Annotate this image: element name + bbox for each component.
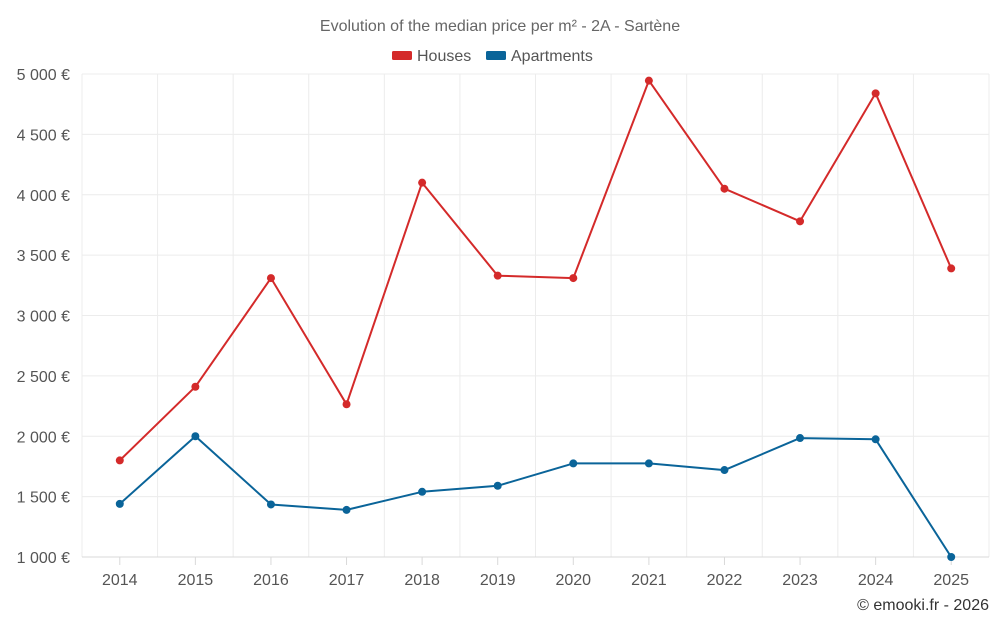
data-point-apartments[interactable] [342, 505, 351, 514]
data-point-apartments[interactable] [493, 481, 502, 490]
x-tick-label: 2019 [480, 572, 516, 589]
data-point-houses[interactable] [569, 274, 578, 283]
data-point-houses[interactable] [115, 456, 124, 465]
data-point-apartments[interactable] [947, 553, 956, 561]
x-axis-ticks: 2014 2015 2016 2017 2018 2019 2020 2021 2022 2023… [82, 556, 989, 589]
x-tick-label: 2022 [707, 572, 743, 589]
x-tick-label: 2018 [404, 572, 440, 589]
data-point-houses[interactable] [418, 178, 427, 187]
y-tick-label: 3 500 € [17, 248, 70, 265]
x-tick-label: 2016 [253, 572, 289, 589]
data-point-houses[interactable] [796, 217, 805, 226]
data-point-houses[interactable] [947, 264, 956, 273]
data-point-houses[interactable] [720, 184, 729, 193]
grid [81, 73, 990, 557]
y-axis-ticks: 1 000 € 1 500 € 2 000 € 2 500 € 3 000 € 3 500… [17, 67, 70, 567]
x-tick-label: 2021 [631, 572, 667, 589]
y-tick-label: 3 000 € [17, 309, 70, 326]
data-point-houses[interactable] [342, 400, 351, 409]
data-point-houses[interactable] [266, 274, 275, 283]
y-tick-label: 4 500 € [17, 127, 70, 144]
x-tick-label: 2015 [178, 572, 214, 589]
y-tick-label: 2 500 € [17, 369, 70, 386]
y-tick-label: 1 000 € [17, 550, 70, 567]
data-point-apartments[interactable] [720, 466, 729, 475]
y-tick-label: 1 500 € [17, 490, 70, 507]
legend-label-houses[interactable]: Houses [417, 48, 471, 65]
data-point-apartments[interactable] [266, 500, 275, 509]
series [115, 76, 956, 561]
x-tick-label: 2017 [329, 572, 365, 589]
y-tick-label: 5 000 € [17, 67, 70, 84]
data-point-apartments[interactable] [191, 432, 200, 441]
data-point-houses[interactable] [644, 76, 653, 85]
legend-label-apartments[interactable]: Apartments [511, 48, 593, 65]
data-point-apartments[interactable] [418, 487, 427, 496]
data-point-houses[interactable] [493, 271, 502, 280]
x-tick-label: 2024 [858, 572, 894, 589]
x-tick-label: 2023 [782, 572, 818, 589]
y-tick-label: 4 000 € [17, 188, 70, 205]
x-tick-label: 2014 [102, 572, 138, 589]
x-tick-label: 2020 [555, 572, 591, 589]
series-line-houses [119, 79, 953, 462]
data-point-houses[interactable] [191, 382, 200, 391]
data-point-houses[interactable] [871, 89, 880, 98]
legend-swatch-houses [392, 51, 412, 60]
chart-title: Evolution of the median price per m² - 2… [320, 18, 680, 35]
legend-swatch-apartments [486, 51, 506, 60]
x-tick-label: 2025 [933, 572, 969, 589]
series-line-apartments [119, 435, 953, 558]
data-point-apartments[interactable] [871, 435, 880, 444]
y-tick-label: 2 000 € [17, 429, 70, 446]
legend[interactable]: Houses Apartments [392, 48, 593, 65]
data-point-apartments[interactable] [569, 459, 578, 468]
credit-text: © emooki.fr - 2026 [857, 597, 989, 614]
data-point-apartments[interactable] [115, 499, 124, 508]
data-point-apartments[interactable] [796, 434, 805, 443]
data-point-apartments[interactable] [644, 459, 653, 468]
